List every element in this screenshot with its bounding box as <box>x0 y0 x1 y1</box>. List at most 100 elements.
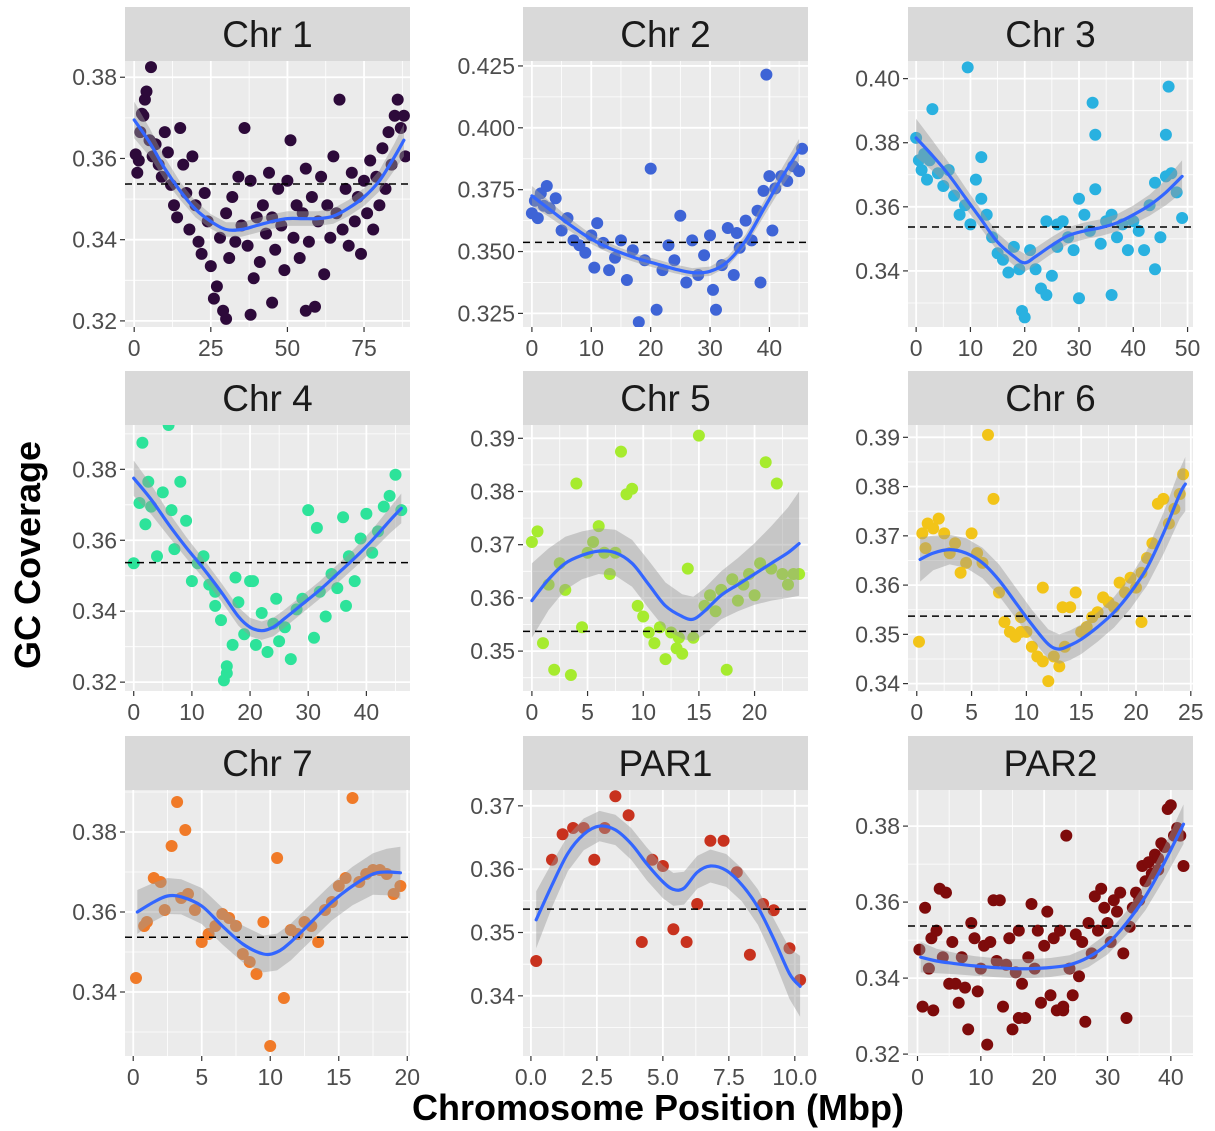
data-point <box>692 429 705 442</box>
data-point <box>1089 183 1102 196</box>
data-point <box>1132 224 1145 237</box>
y-tick-label: 0.34 <box>855 258 900 284</box>
data-point <box>1007 240 1020 253</box>
data-point <box>305 191 318 203</box>
data-point <box>997 253 1009 266</box>
data-point <box>626 244 639 257</box>
data-point <box>993 894 1006 907</box>
data-point <box>367 223 380 236</box>
smooth-line <box>135 870 402 957</box>
data-point <box>210 280 223 293</box>
data-point <box>247 575 259 588</box>
data-point <box>223 912 236 924</box>
x-tick-label: 50 <box>1175 335 1201 361</box>
data-point <box>1105 289 1118 301</box>
y-tick-label: 0.35 <box>855 621 900 647</box>
data-point <box>278 621 291 634</box>
data-point <box>179 824 192 836</box>
data-point <box>759 456 772 469</box>
data-point <box>198 187 211 199</box>
data-point <box>197 550 210 563</box>
data-point <box>278 264 291 277</box>
x-tick-label: 30 <box>697 335 723 361</box>
data-point <box>183 223 196 236</box>
y-tick-label: 0.36 <box>855 194 900 220</box>
data-point <box>1101 917 1114 929</box>
confidence-ribbon <box>137 846 401 973</box>
data-point <box>318 268 331 281</box>
x-tick-label: 0.0 <box>515 1064 547 1090</box>
facet-strip-label: PAR1 <box>619 743 713 784</box>
x-tick-label: 10 <box>578 335 604 361</box>
data-point <box>1003 932 1016 945</box>
data-point <box>1092 924 1104 937</box>
y-tick-label: 0.400 <box>457 115 515 141</box>
data-point <box>131 166 144 179</box>
data-point <box>145 61 157 74</box>
x-tick-label: 30 <box>295 699 321 725</box>
y-tick-label: 0.32 <box>72 669 117 695</box>
data-point <box>748 589 761 602</box>
data-point <box>959 981 971 994</box>
data-point <box>1120 1012 1133 1024</box>
data-point <box>1165 167 1178 180</box>
data-point <box>946 936 959 948</box>
data-point <box>1154 231 1167 244</box>
x-tick-label: 0 <box>526 699 539 725</box>
facet-strip <box>908 7 1193 61</box>
y-tick-label: 0.38 <box>72 456 117 482</box>
data-point <box>921 173 933 186</box>
data-point <box>1040 289 1053 301</box>
data-point <box>1041 905 1054 918</box>
data-point <box>1056 601 1069 614</box>
data-point <box>615 445 627 458</box>
data-point <box>793 568 806 580</box>
data-point <box>1080 621 1093 633</box>
data-point <box>1073 192 1085 205</box>
data-point <box>230 920 242 932</box>
data-point <box>271 852 284 864</box>
data-point <box>953 208 966 221</box>
panel-chr-5: Chr 5 0 5 10 15 20 0.35 0.36 0.37 0.38 0.39 <box>470 371 808 725</box>
data-point <box>1042 675 1055 688</box>
data-point <box>1079 1015 1092 1028</box>
panel-chr-3: Chr 3 0 10 20 30 40 50 0.34 0.36 0.38 0.40 <box>855 7 1200 361</box>
data-point <box>229 235 242 248</box>
data-point <box>668 254 681 267</box>
data-point <box>247 272 260 285</box>
data-point <box>931 167 944 180</box>
data-point <box>156 486 169 499</box>
data-point <box>204 260 217 273</box>
y-tick-label: 0.34 <box>855 965 900 991</box>
data-point <box>676 647 689 660</box>
x-tick-label: 20 <box>1012 335 1038 361</box>
data-point <box>913 943 926 956</box>
x-tick-label: 0 <box>128 335 141 361</box>
data-point <box>955 951 968 964</box>
data-point <box>293 252 306 264</box>
data-point <box>312 936 325 948</box>
data-point <box>168 543 181 556</box>
data-point <box>564 669 577 681</box>
data-point <box>185 575 198 588</box>
data-point <box>635 936 648 948</box>
data-point <box>236 948 249 960</box>
x-tick-label: 7.5 <box>713 1064 745 1090</box>
data-point <box>388 109 401 122</box>
data-point <box>530 955 543 967</box>
data-point <box>783 942 796 955</box>
data-point <box>1094 237 1107 250</box>
x-tick-label: 5.0 <box>647 1064 679 1090</box>
data-point <box>949 537 962 550</box>
data-point <box>377 500 390 513</box>
data-point <box>680 276 693 289</box>
data-point <box>162 425 175 431</box>
data-point <box>576 621 588 634</box>
confidence-ribbon <box>916 118 1183 272</box>
data-point <box>548 663 561 676</box>
x-tick-label: 40 <box>354 699 380 725</box>
x-tick-label: 20 <box>638 335 664 361</box>
data-point <box>650 303 663 316</box>
data-point <box>982 428 994 441</box>
